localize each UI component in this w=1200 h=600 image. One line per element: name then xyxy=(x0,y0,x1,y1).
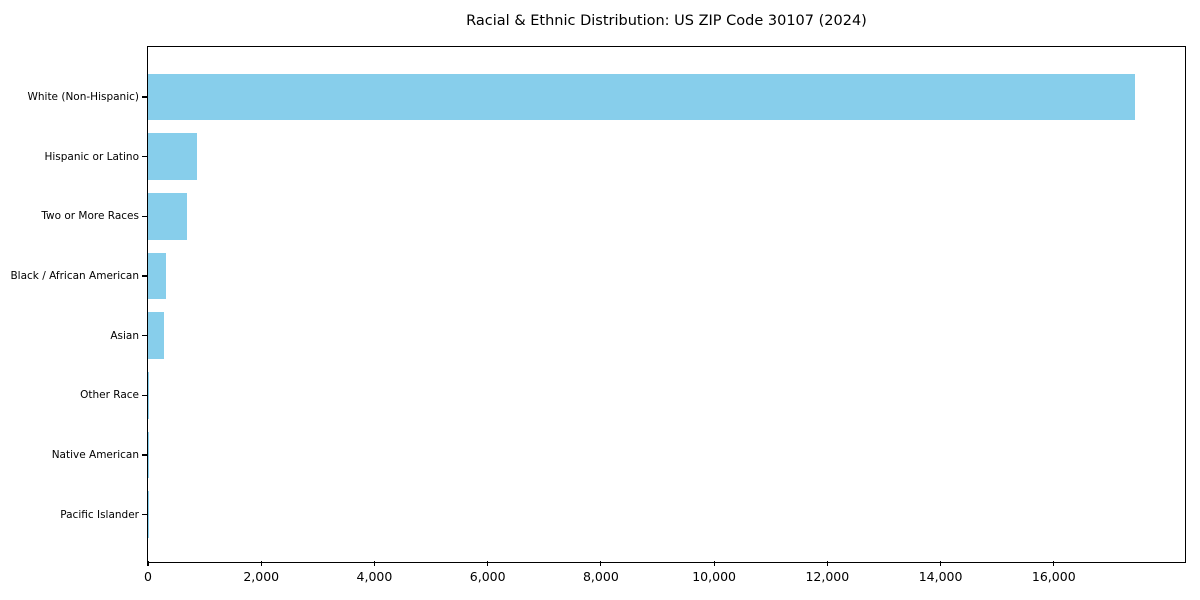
plot-area: White (Non-Hispanic) Hispanic or Latino Tw… xyxy=(10,46,1186,584)
y-axis-label: Two or More Races xyxy=(41,210,139,223)
x-axis-label: 0 xyxy=(144,569,152,584)
bar xyxy=(148,312,164,359)
chart-title: Racial & Ethnic Distribution: US ZIP Cod… xyxy=(466,13,867,29)
y-axis-tick xyxy=(142,96,147,98)
x-axis-tick xyxy=(487,561,489,566)
y-axis-label: White (Non-Hispanic) xyxy=(27,91,139,103)
x-axis-label: 14,000 xyxy=(918,569,963,584)
x-axis-label: 12,000 xyxy=(805,569,850,584)
y-axis-tick xyxy=(142,275,147,277)
x-axis-tick xyxy=(713,561,715,566)
y-axis-label: Other Race xyxy=(80,389,139,402)
x-axis-label: 10,000 xyxy=(692,569,736,584)
x-axis-tick xyxy=(373,561,376,566)
y-axis-tick xyxy=(142,215,147,217)
x-axis-label: 4,000 xyxy=(356,569,393,584)
x-axis-label: 16,000 xyxy=(1031,569,1076,584)
y-axis-tick xyxy=(142,454,147,456)
y-axis-label: Asian xyxy=(110,329,139,342)
x-axis-label: 2,000 xyxy=(243,569,280,584)
bar xyxy=(148,73,1135,121)
x-axis-tick xyxy=(939,561,942,566)
x-axis-label: 6,000 xyxy=(469,569,506,584)
x-axis-tick xyxy=(826,561,828,566)
x-axis-label: 8,000 xyxy=(582,569,619,584)
y-axis-tick xyxy=(142,514,147,516)
y-axis-label: Pacific Islander xyxy=(60,508,139,521)
x-axis-tick xyxy=(600,561,602,566)
y-axis-tick xyxy=(142,394,147,396)
y-axis-label: Hispanic or Latino xyxy=(44,150,139,163)
bar xyxy=(148,372,150,419)
bar xyxy=(148,133,198,180)
y-axis-tick xyxy=(142,335,147,337)
bar xyxy=(148,252,167,300)
x-axis-tick xyxy=(147,561,149,566)
y-axis-label: Native American xyxy=(51,448,139,461)
y-axis-tick xyxy=(142,156,147,158)
x-axis-tick xyxy=(1053,561,1055,566)
bar xyxy=(148,193,188,240)
x-axis-tick xyxy=(260,561,262,566)
y-axis-label: Black / African American xyxy=(10,269,139,282)
